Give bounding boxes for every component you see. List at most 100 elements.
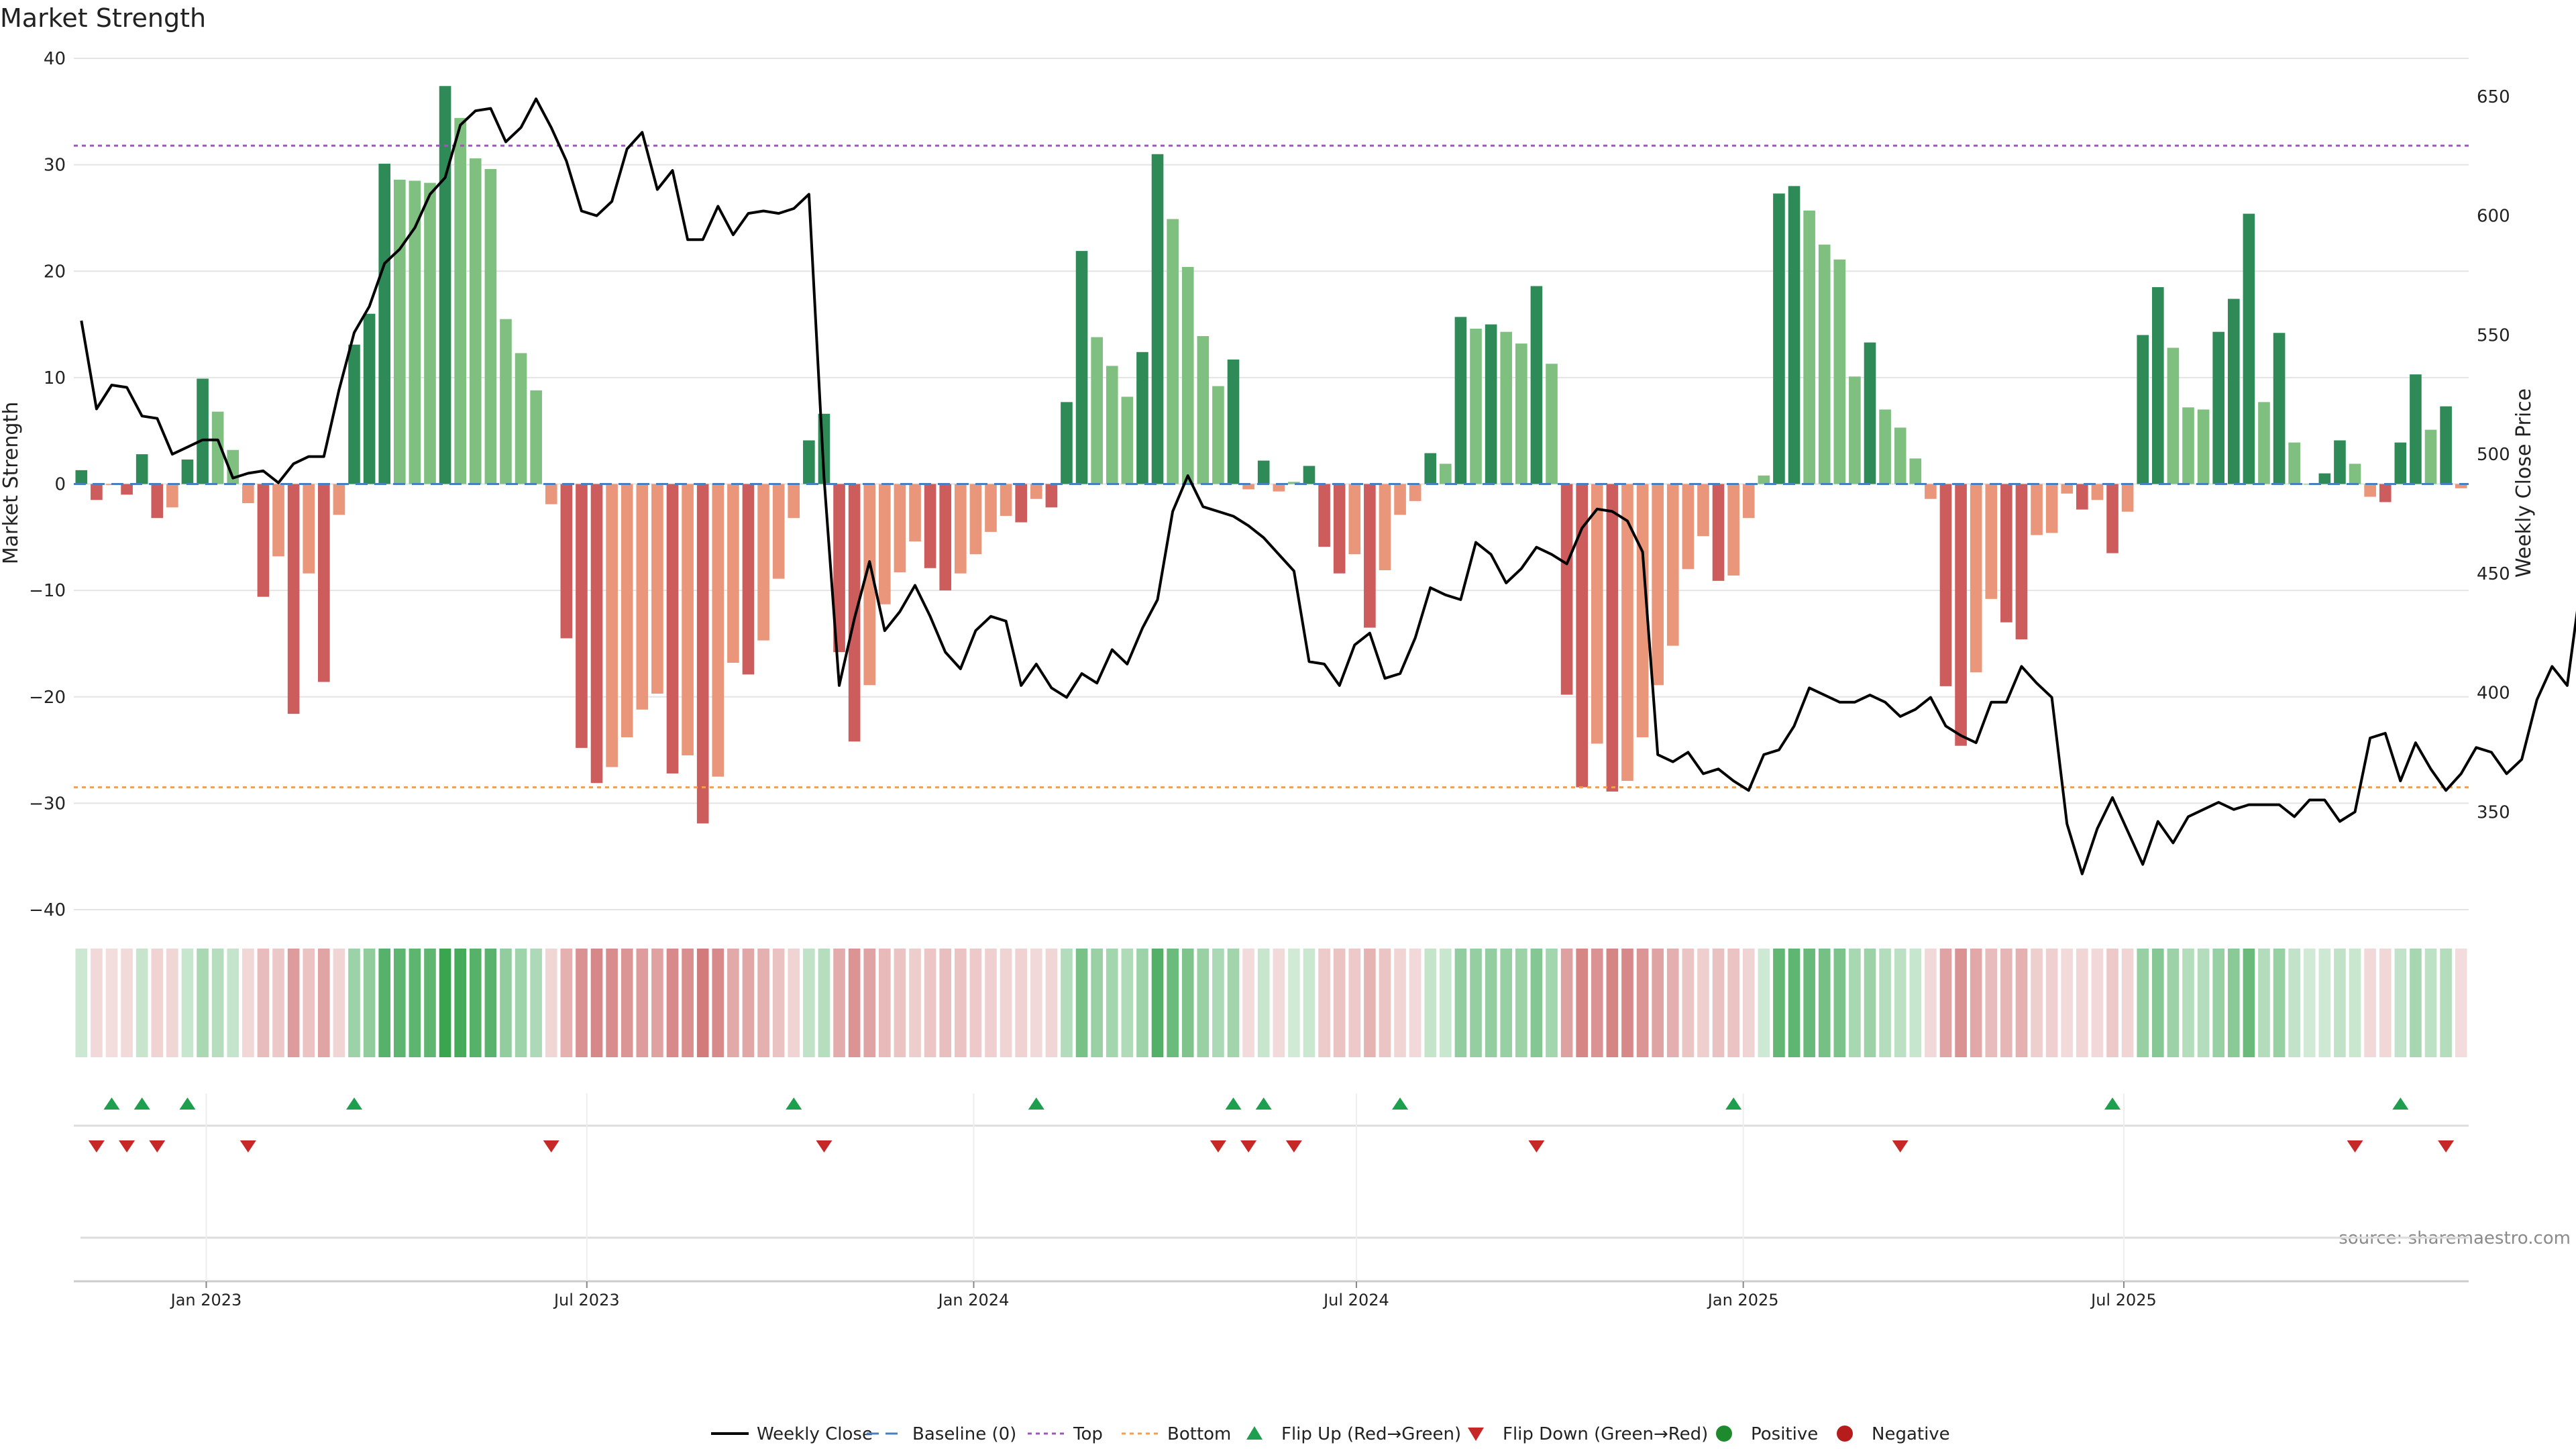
strength-bar <box>894 484 906 573</box>
legend-label: Top <box>1073 1424 1103 1444</box>
strength-bar <box>757 484 769 641</box>
x-tick-label: Jan 2025 <box>1707 1291 1779 1309</box>
heat-cell <box>2243 949 2255 1057</box>
heat-cell <box>727 949 739 1057</box>
strength-bar <box>227 449 239 484</box>
heat-cell <box>909 949 921 1057</box>
y2-axis-label: Weekly Close Price <box>2512 388 2536 578</box>
strength-bar <box>879 484 891 604</box>
heat-cell <box>2197 949 2210 1057</box>
strength-bar <box>2455 484 2467 488</box>
heat-cell <box>439 949 451 1057</box>
heat-cell <box>1303 949 1316 1057</box>
heat-cell <box>954 949 967 1057</box>
flip-down-marker <box>149 1140 166 1152</box>
strength-bar <box>439 86 451 484</box>
strength-bar <box>1560 484 1573 695</box>
heat-cell <box>879 949 891 1057</box>
legend-swatch <box>1246 1426 1263 1440</box>
x-tick-label: Jan 2024 <box>937 1291 1010 1309</box>
heat-cell <box>515 949 527 1057</box>
heat-cell <box>2076 949 2088 1057</box>
y-tick-label: 30 <box>44 156 66 176</box>
strength-bar <box>1121 396 1134 484</box>
strength-bar <box>2379 484 2392 502</box>
strength-bar <box>1318 484 1330 547</box>
y2-tick-label: 500 <box>2477 445 2510 465</box>
y2-tick-label: 650 <box>2477 87 2510 107</box>
strength-bar <box>2258 402 2270 484</box>
flip-up-marker <box>346 1097 363 1110</box>
legend-label: Positive <box>1751 1424 1818 1444</box>
heat-cell <box>2045 949 2058 1057</box>
heat-cell <box>1955 949 1967 1057</box>
flip-up-marker <box>1028 1097 1044 1110</box>
heat-cell <box>1985 949 1998 1057</box>
heat-cell <box>1288 949 1300 1057</box>
heat-cell <box>318 949 330 1057</box>
heat-cell <box>1257 949 1270 1057</box>
strength-bar <box>2212 331 2224 484</box>
legend-swatch <box>1468 1428 1484 1441</box>
strength-bar <box>500 319 512 484</box>
heat-cell <box>1712 949 1725 1057</box>
strength-bar <box>712 484 724 777</box>
strength-bar <box>1500 331 1513 484</box>
strength-bar <box>2061 484 2074 494</box>
strength-bar <box>1788 186 1801 484</box>
heat-cell <box>1515 949 1527 1057</box>
heat-cell <box>1364 949 1376 1057</box>
heat-cell <box>1379 949 1391 1057</box>
strength-bar <box>1030 484 1042 499</box>
strength-bar <box>1348 484 1361 555</box>
strength-bar <box>2410 374 2422 484</box>
legend-label: Bottom <box>1167 1424 1231 1444</box>
strength-bar <box>257 484 270 597</box>
heat-cell <box>1015 949 1027 1057</box>
strength-bar <box>1530 286 1543 484</box>
strength-bar <box>1151 154 1164 484</box>
heat-cell <box>333 949 345 1057</box>
strength-bar <box>1394 484 1406 515</box>
flip-down-marker <box>2438 1140 2455 1152</box>
strength-bar <box>2151 287 2164 484</box>
legend-label: Flip Up (Red→Green) <box>1281 1424 1461 1444</box>
strength-bar <box>833 484 845 653</box>
strength-bar <box>1864 342 1876 484</box>
heat-cell <box>363 949 376 1057</box>
heat-cell <box>1682 949 1695 1057</box>
strength-bar <box>576 484 588 748</box>
heat-cell <box>1652 949 1664 1057</box>
legend-item: Flip Down (Green→Red) <box>1468 1424 1708 1444</box>
heat-cell <box>1030 949 1042 1057</box>
heat-cell <box>1470 949 1482 1057</box>
heat-cell <box>2151 949 2164 1057</box>
heat-cell <box>1167 949 1179 1057</box>
heat-cell <box>1333 949 1346 1057</box>
y-tick-label: −20 <box>29 688 66 708</box>
heat-cell <box>287 949 300 1057</box>
flip-down-marker <box>1285 1140 1302 1152</box>
strength-bar <box>1591 484 1603 744</box>
strength-bar <box>1379 484 1391 570</box>
heat-cell <box>651 949 663 1057</box>
heat-cell <box>2379 949 2392 1057</box>
heat-cell <box>863 949 876 1057</box>
strength-bar <box>2227 299 2240 484</box>
strength-bar <box>1818 244 1831 484</box>
heat-cell <box>1879 949 1891 1057</box>
heat-cell <box>833 949 845 1057</box>
legend: Weekly Close Baseline (0) Top Bottom Flip Up… <box>711 1424 1950 1444</box>
heat-cell <box>257 949 270 1057</box>
heat-cell <box>1818 949 1831 1057</box>
heat-cell <box>1197 949 1210 1057</box>
y2-tick-label: 600 <box>2477 207 2510 227</box>
strength-bar <box>1424 453 1437 484</box>
strength-bar <box>1666 484 1679 646</box>
legend-swatch <box>1716 1426 1732 1442</box>
strength-bar <box>2318 473 2331 484</box>
heat-cell <box>2091 949 2104 1057</box>
heat-cell <box>1939 949 1952 1057</box>
strength-bar <box>1242 484 1254 490</box>
